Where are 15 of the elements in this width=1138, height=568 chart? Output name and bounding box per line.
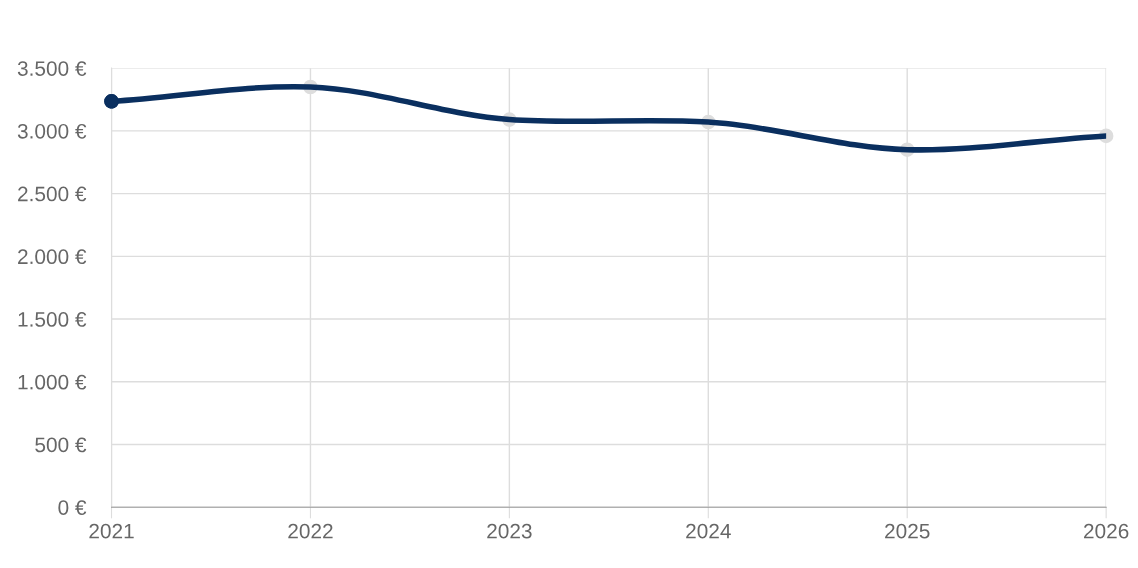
y-tick-label: 500 € <box>35 437 87 453</box>
x-tick-label: 2023 <box>487 523 532 539</box>
y-tick-label: 1.000 € <box>18 374 87 390</box>
x-tick-label: 2025 <box>885 523 930 539</box>
point <box>104 94 119 109</box>
y-tick-label: 0 € <box>58 500 87 515</box>
y-tick-label: 3.000 € <box>17 123 87 139</box>
y-tick-label: 2.000 € <box>18 249 87 265</box>
x-tick-label: 2021 <box>89 523 134 539</box>
y-tick-label: 1.500 € <box>18 312 87 327</box>
x-tick-label: 2026 <box>1084 523 1129 539</box>
y-tick-label: 2.500 € <box>18 186 87 202</box>
y-tick-label: 3.500 € <box>17 61 87 76</box>
x-tick-label: 2024 <box>686 523 731 539</box>
x-tick-label: 2022 <box>288 523 333 539</box>
